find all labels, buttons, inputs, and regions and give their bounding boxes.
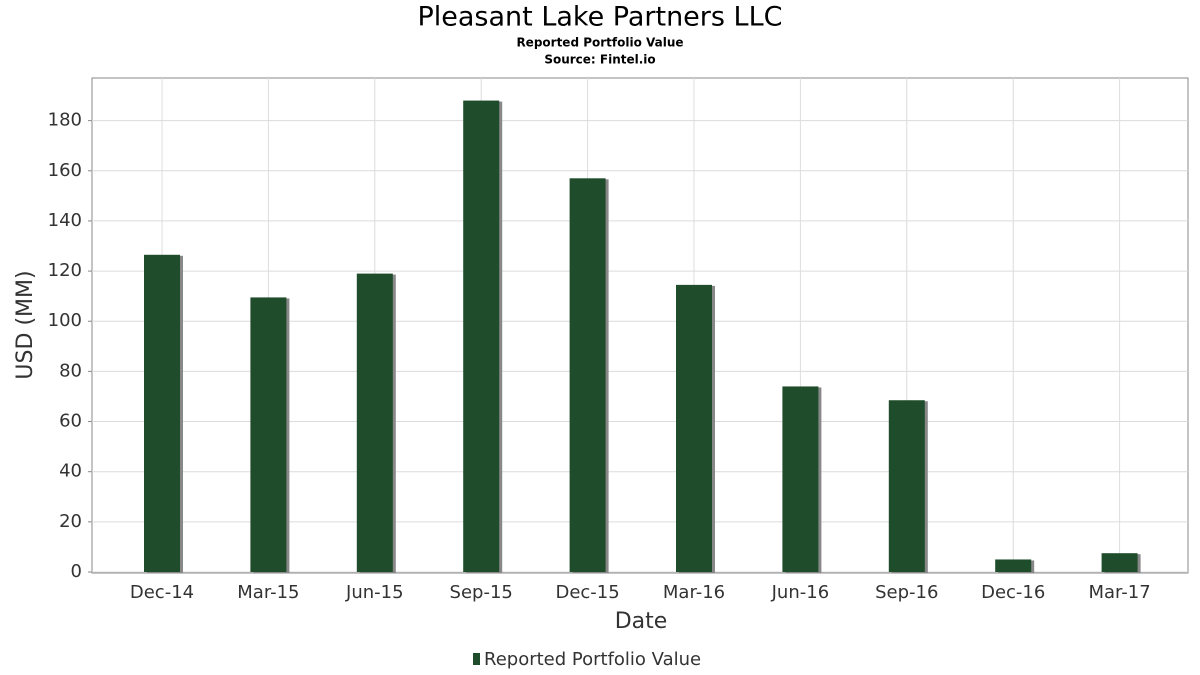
bar	[463, 100, 500, 572]
x-tick-label: Sep-15	[450, 582, 513, 603]
x-axis-label: Date	[615, 609, 668, 634]
legend-label: Reported Portfolio Value	[484, 649, 701, 670]
y-tick-label: 60	[59, 411, 82, 432]
x-tick-label: Dec-14	[130, 582, 194, 603]
bar	[782, 386, 819, 572]
y-tick-label: 140	[48, 210, 82, 231]
y-tick-label: 0	[71, 561, 82, 582]
x-tick-label: Mar-15	[237, 582, 299, 603]
bar	[569, 178, 606, 572]
y-tick-label: 180	[48, 110, 82, 131]
bar	[888, 400, 925, 572]
x-tick-label: Jun-16	[771, 582, 830, 603]
x-tick-label: Dec-15	[555, 582, 619, 603]
x-tick-label: Jun-15	[345, 582, 404, 603]
x-tick-label: Mar-16	[663, 582, 725, 603]
bar	[676, 284, 712, 572]
y-axis-label: USD (MM)	[13, 270, 38, 379]
chart-title: Pleasant Lake Partners LLC	[417, 2, 782, 33]
legend-swatch	[473, 653, 480, 665]
x-tick-label: Dec-16	[981, 582, 1045, 603]
y-tick-label: 20	[59, 511, 82, 532]
y-tick-label: 100	[48, 310, 82, 331]
y-tick-label: 40	[59, 461, 82, 482]
bar	[995, 559, 1032, 572]
x-tick-label: Mar-17	[1088, 582, 1150, 603]
chart-subtitle: Reported Portfolio Value	[516, 36, 683, 50]
bar	[1101, 553, 1138, 572]
y-tick-label: 80	[59, 360, 82, 381]
y-tick-label: 120	[48, 260, 82, 281]
bar	[250, 297, 287, 572]
y-tick-label: 160	[48, 160, 82, 181]
chart-source: Source: Fintel.io	[544, 53, 655, 67]
bar	[144, 254, 180, 572]
x-tick-label: Sep-16	[875, 582, 938, 603]
bar	[356, 273, 393, 572]
